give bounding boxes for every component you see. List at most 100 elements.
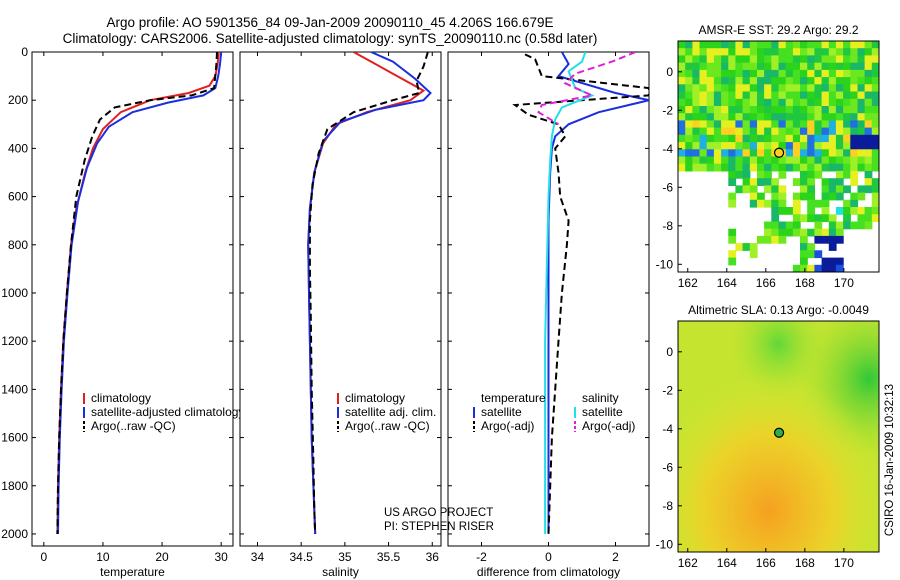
sst-cell — [735, 142, 744, 150]
sst-cell — [800, 55, 808, 64]
sst-cell — [706, 62, 715, 71]
sst-cell — [857, 156, 866, 165]
sst-cell — [713, 142, 722, 150]
sst-cell — [785, 228, 794, 237]
y-tick-label: 1200 — [1, 334, 28, 348]
sst-cell — [821, 127, 830, 136]
sst-cell — [742, 55, 751, 64]
sst-cell — [721, 149, 729, 158]
sst-cell — [835, 170, 844, 179]
x-tick-label: 0 — [40, 550, 47, 564]
sst-cell — [835, 84, 844, 93]
sst-cell — [778, 170, 787, 179]
sst-cell — [742, 77, 751, 85]
sst-cell — [800, 192, 808, 201]
sst-cell — [785, 91, 794, 100]
sst-cell — [764, 149, 772, 158]
sst-cell — [821, 214, 830, 223]
sst-cell — [814, 156, 823, 165]
sst-cell — [699, 142, 708, 150]
sst-cell — [771, 142, 780, 150]
sst-cell — [778, 192, 787, 201]
sst-cell — [828, 221, 837, 230]
sst-cell — [771, 207, 780, 215]
sst-cell — [800, 120, 808, 129]
x-tick-label: 35.5 — [377, 550, 401, 564]
map-x-tick-label: 168 — [795, 276, 815, 290]
sst-cell — [807, 77, 815, 85]
sst-cell — [850, 91, 859, 100]
map-y-tick-label: -8 — [662, 219, 673, 233]
sst-cell — [871, 98, 879, 107]
sst-cell — [685, 163, 693, 172]
sst-cell — [699, 41, 708, 49]
sst-cell — [692, 77, 701, 85]
sst-cell — [764, 134, 772, 143]
sst-cell — [749, 156, 758, 165]
sst-cell — [735, 84, 744, 93]
sst-cell — [749, 98, 758, 107]
sst-cell — [864, 214, 873, 223]
sst-cell — [864, 149, 873, 158]
sst-cell — [814, 199, 823, 208]
x-tick-label: 36 — [426, 550, 440, 564]
sst-cell — [778, 228, 787, 237]
x-tick-label: 0 — [545, 550, 552, 564]
sst-cell — [857, 48, 866, 56]
sst-cell — [721, 48, 729, 56]
figure-title-line2: Climatology: CARS2006. Satellite-adjuste… — [63, 31, 598, 46]
sst-cell — [792, 156, 801, 165]
sst-cell — [807, 199, 815, 208]
sst-cell — [721, 163, 729, 172]
sst-cell — [728, 55, 737, 64]
sst-cell — [871, 77, 879, 85]
temperature-axes-box — [31, 51, 234, 547]
sst-cell — [742, 243, 751, 251]
sst-cell — [828, 77, 837, 85]
sst-cell — [749, 250, 758, 259]
sst-cell — [728, 142, 737, 150]
temperature-profile-panel: 0 10 20 30 0 200 400 600 800 1000 1200 1400 1600 1800… — [1, 45, 244, 579]
sst-cell — [871, 192, 879, 201]
legend-entry: satellite adj. clim. — [345, 405, 436, 419]
sst-cell — [771, 192, 780, 201]
sst-cell — [864, 77, 873, 85]
sst-cell — [778, 106, 787, 114]
map-x-tick-label: 168 — [795, 556, 815, 570]
sst-cell — [835, 178, 844, 186]
sst-cell — [792, 192, 801, 201]
sst-cell — [771, 120, 780, 129]
sst-cell — [828, 41, 837, 49]
sst-cell — [742, 69, 751, 78]
sst-cell — [828, 149, 837, 158]
sst-cell — [807, 185, 815, 194]
sst-cell — [785, 62, 794, 71]
sst-cell — [713, 106, 722, 114]
sst-cell — [800, 243, 808, 251]
sst-cell — [857, 221, 866, 230]
argo-position-marker — [773, 427, 785, 438]
sst-cell — [792, 120, 801, 129]
sst-cell — [692, 134, 701, 143]
sst-cell — [857, 41, 866, 49]
sst-cell — [678, 127, 686, 136]
sst-cell — [735, 113, 744, 121]
sst-cell — [800, 41, 808, 49]
sst-cell — [821, 257, 830, 266]
sst-cell — [785, 55, 794, 64]
sst-cell — [699, 163, 708, 172]
sst-cell — [843, 156, 851, 165]
sst-cell — [814, 41, 823, 49]
sst-cell — [742, 134, 751, 143]
series-line-satellite-adjusted-climatology — [57, 52, 223, 535]
sla_map-title: Altimetric SLA: 0.13 Argo: -0.0049 — [688, 303, 869, 317]
sst-cells — [678, 41, 879, 272]
sst-cell — [864, 156, 873, 165]
sst-cell — [814, 62, 823, 71]
map-y-tick-label: -2 — [662, 103, 673, 117]
sst-cell — [864, 170, 873, 179]
sst-cell — [792, 48, 801, 56]
sst-cell — [721, 106, 729, 114]
sst-cell — [678, 48, 686, 56]
sst-cell — [713, 120, 722, 129]
